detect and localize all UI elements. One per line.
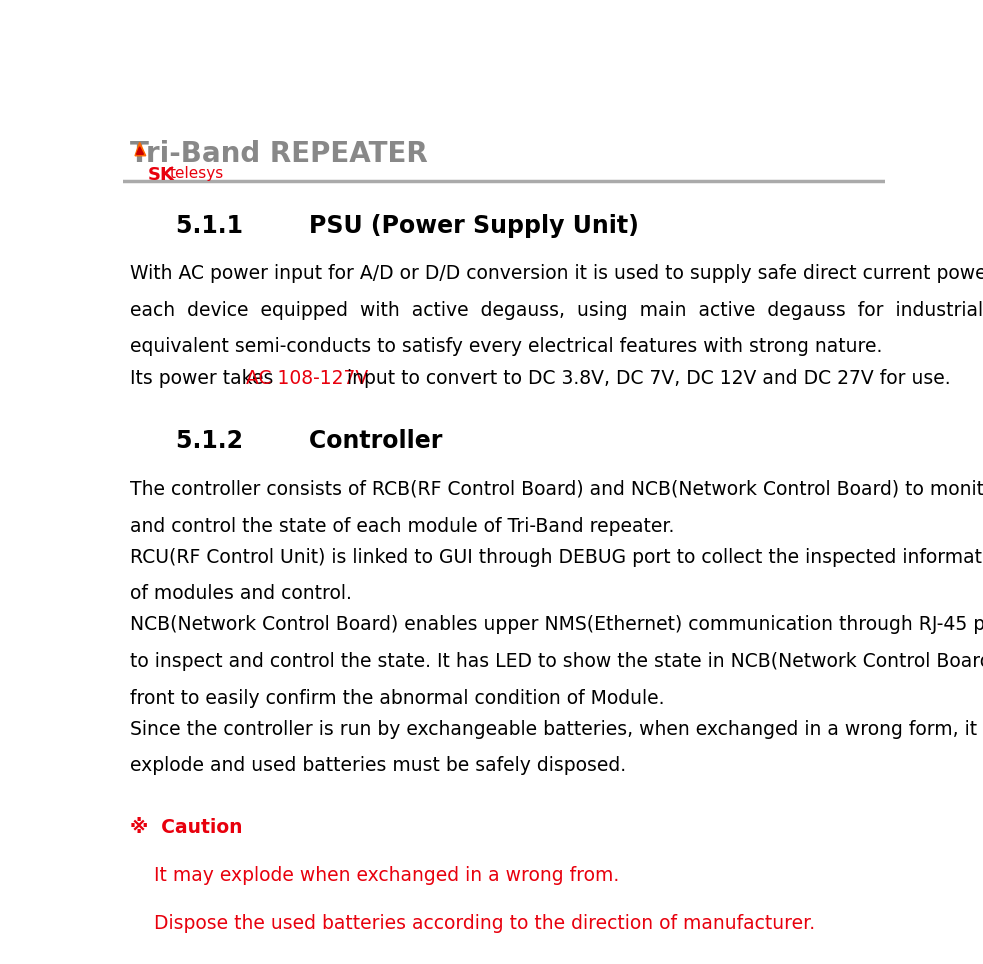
Text: to inspect and control the state. It has LED to show the state in NCB(Network Co: to inspect and control the state. It has… [131,652,983,671]
Text: RCU(RF Control Unit) is linked to GUI through DEBUG port to collect the inspecte: RCU(RF Control Unit) is linked to GUI th… [131,548,983,567]
Text: It may explode when exchanged in a wrong from.: It may explode when exchanged in a wrong… [131,867,619,885]
Text: AC 108-127V: AC 108-127V [247,368,369,388]
Text: 5.1.2        Controller: 5.1.2 Controller [176,429,442,453]
Text: NCB(Network Control Board) enables upper NMS(Ethernet) communication through RJ-: NCB(Network Control Board) enables upper… [131,615,983,634]
Polygon shape [135,143,145,156]
Text: Tri-Band REPEATER: Tri-Band REPEATER [131,140,429,168]
Text: equivalent semi-conducts to satisfy every electrical features with strong nature: equivalent semi-conducts to satisfy ever… [131,337,883,357]
Text: of modules and control.: of modules and control. [131,584,352,603]
Text: The controller consists of RCB(RF Control Board) and NCB(Network Control Board) : The controller consists of RCB(RF Contro… [131,480,983,498]
Text: 5.1.1        PSU (Power Supply Unit): 5.1.1 PSU (Power Supply Unit) [176,214,639,238]
Polygon shape [137,147,144,154]
Text: ※  Caution: ※ Caution [131,818,243,838]
Text: telesys: telesys [170,166,224,181]
Text: explode and used batteries must be safely disposed.: explode and used batteries must be safel… [131,757,626,775]
Text: front to easily confirm the abnormal condition of Module.: front to easily confirm the abnormal con… [131,688,665,708]
Text: each  device  equipped  with  active  degauss,  using  main  active  degauss  fo: each device equipped with active degauss… [131,301,983,320]
Text: SK: SK [147,166,174,184]
Text: Dispose the used batteries according to the direction of manufacturer.: Dispose the used batteries according to … [131,914,816,933]
Text: With AC power input for A/D or D/D conversion it is used to supply safe direct c: With AC power input for A/D or D/D conve… [131,264,983,283]
Text: Since the controller is run by exchangeable batteries, when exchanged in a wrong: Since the controller is run by exchangea… [131,719,983,738]
Text: input to convert to DC 3.8V, DC 7V, DC 12V and DC 27V for use.: input to convert to DC 3.8V, DC 7V, DC 1… [341,368,951,388]
Text: and control the state of each module of Tri-Band repeater.: and control the state of each module of … [131,517,675,536]
Text: Its power takes: Its power takes [131,368,280,388]
